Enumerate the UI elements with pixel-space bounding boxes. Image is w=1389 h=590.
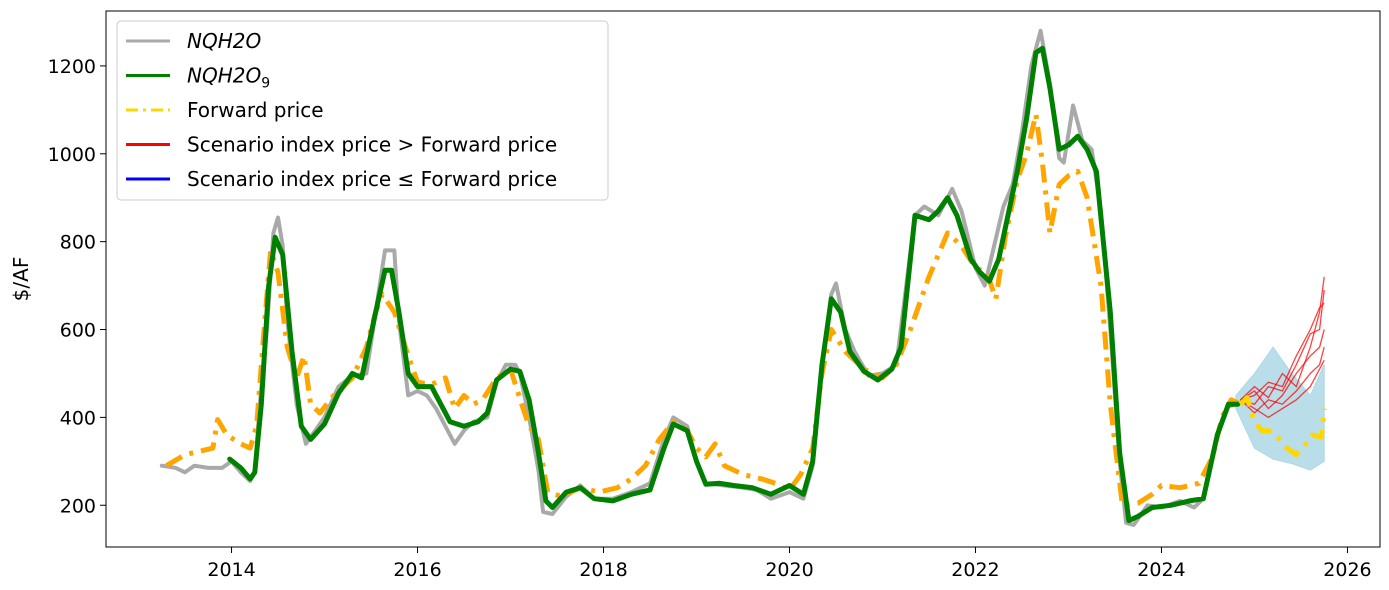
scenario-above-forward-line-0: [1240, 276, 1325, 401]
scenario-above-forward-line-4: [1240, 302, 1325, 401]
legend-label: Scenario index price ≤ Forward price: [187, 167, 557, 191]
legend-entry: Scenario index price > Forward price: [126, 133, 557, 157]
legend-entry: Scenario index price ≤ Forward price: [126, 167, 557, 191]
scenario-above-forward-line-5: [1240, 359, 1325, 419]
legend-label: NQH2O: [187, 29, 261, 53]
y-axis-label: $/AF: [9, 257, 33, 302]
scenario-above-forward-line-1: [1240, 289, 1325, 405]
x-tick-label: 2026: [1323, 559, 1371, 581]
series-line-nqh2o: [159, 28, 1238, 527]
x-tick-label: 2018: [579, 559, 627, 581]
legend-label: NQH2O9: [187, 64, 270, 92]
plot-frame: [105, 10, 1381, 548]
legend-label: Scenario index price > Forward price: [187, 133, 557, 157]
y-tick-label: 800: [60, 232, 96, 254]
x-tick-label: 2024: [1137, 559, 1185, 581]
y-tick-label: 1000: [48, 144, 96, 166]
y-tick-label: 1200: [48, 56, 96, 78]
series-line-forward-scenario: [1238, 395, 1327, 458]
legend-entry: NQH2O9: [126, 64, 270, 92]
x-tick-label: 2020: [765, 559, 813, 581]
legend: NQH2O NQH2O9 Forward price Scenario index p…: [116, 20, 609, 201]
legend-box: [116, 20, 609, 201]
plot-area: [159, 28, 1327, 527]
y-axis: 200 400 600 800 1000 1200: [48, 56, 106, 517]
y-tick-label: 600: [60, 320, 96, 342]
legend-entry: Forward price: [126, 98, 324, 122]
series-line-nqh2o9: [227, 45, 1241, 524]
scenario-below-forward-band: [1235, 346, 1325, 471]
x-tick-label: 2022: [951, 559, 999, 581]
x-tick-label: 2014: [207, 559, 255, 581]
y-tick-label: 200: [60, 495, 96, 517]
legend-entry: NQH2O: [126, 29, 261, 53]
legend-label: Forward price: [187, 98, 324, 122]
x-tick-label: 2016: [393, 559, 441, 581]
y-tick-label: 400: [60, 407, 96, 429]
x-axis: 2014 2016 2018 2020 2022 2024 2026: [207, 547, 1372, 581]
